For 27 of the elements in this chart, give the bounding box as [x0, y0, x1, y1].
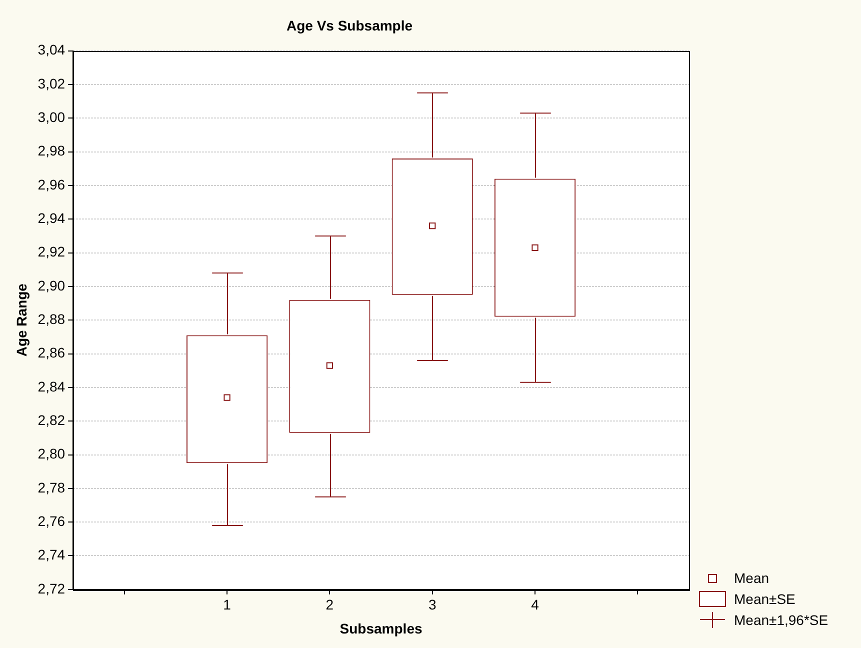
y-tick-label: 2,84	[38, 378, 66, 394]
x-tick-label: 4	[531, 596, 540, 613]
y-tick-label: 2,92	[38, 244, 66, 260]
y-tick-label: 2,76	[38, 512, 66, 529]
y-tick-label: 2,78	[38, 479, 66, 496]
y-tick-label: 2,94	[38, 210, 66, 226]
text: Mean±SE	[734, 590, 796, 607]
x-tick-label: 3	[428, 596, 436, 613]
y-tick-label: 2,88	[38, 310, 66, 327]
y-axis-title: Age Range	[13, 283, 30, 357]
y-tick-label: 2,98	[38, 142, 66, 159]
y-tick-label: 2,72	[38, 580, 66, 596]
x-tick-label: 1	[223, 596, 232, 613]
y-tick-label: 2,86	[38, 344, 66, 361]
y-tick-label: 2,96	[38, 176, 66, 192]
x-tick-label: 2	[326, 596, 334, 613]
y-tick-label: 2,90	[38, 277, 66, 294]
y-tick-label: 2,82	[38, 412, 66, 428]
y-tick-label: 2,80	[38, 446, 66, 462]
chart-title: Age Vs Subsample	[286, 17, 413, 34]
text: Mean±1,96*SE	[734, 612, 828, 628]
y-tick-label: 3,00	[38, 108, 66, 125]
y-tick-label: 2,74	[38, 546, 66, 563]
y-tick-label: 3,04	[38, 42, 66, 58]
x-axis-title: Subsamples	[340, 620, 422, 636]
y-tick-label: 3,02	[38, 75, 66, 92]
text: Mean	[734, 570, 770, 586]
